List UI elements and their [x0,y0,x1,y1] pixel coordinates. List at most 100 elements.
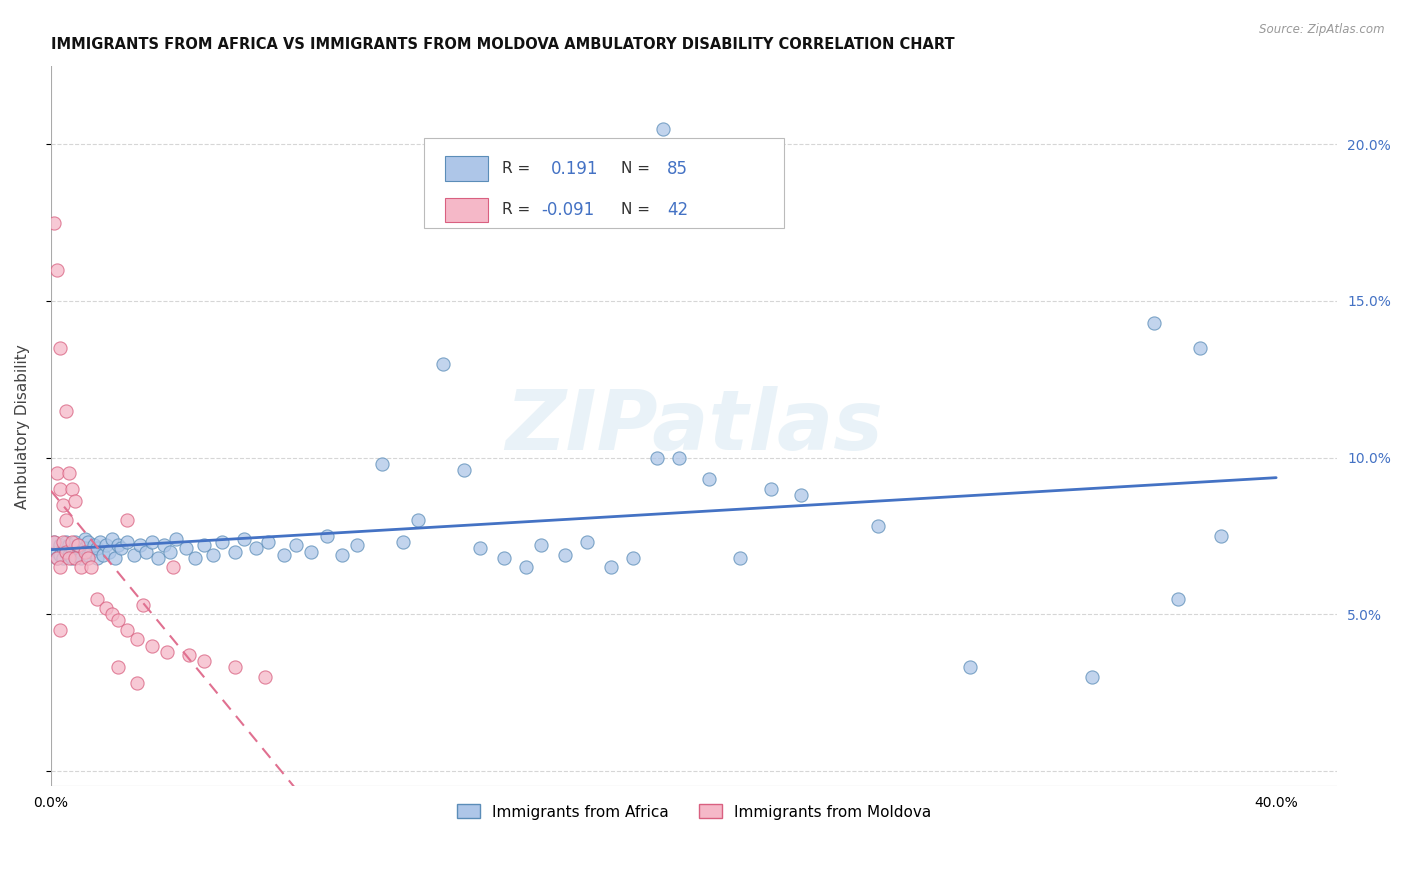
Point [1209,529,1232,543]
Point [49,623,72,637]
Point [468,541,491,556]
Point [86,550,108,565]
Point [162,560,184,574]
Point [515,560,537,574]
Point [132,598,155,612]
Point [1142,316,1164,330]
Point [65,548,87,562]
Point [299,544,322,558]
Y-axis label: Ambulatory Disability: Ambulatory Disability [15,343,30,508]
Point [107,538,129,552]
Point [184,550,207,565]
Point [110,541,132,556]
Point [58,550,80,565]
Text: -0.091: -0.091 [541,201,595,219]
Point [89,535,111,549]
Point [52,541,75,556]
Point [530,538,553,552]
Point [211,535,233,549]
FancyBboxPatch shape [425,138,785,228]
Point [202,548,225,562]
Point [1167,591,1189,606]
Point [254,670,277,684]
Point [49,482,72,496]
Legend: Immigrants from Africa, Immigrants from Moldova: Immigrants from Africa, Immigrants from … [450,798,938,826]
Point [153,538,176,552]
Point [49,560,72,574]
Point [94,538,117,552]
Point [52,550,75,565]
Point [70,544,93,558]
Point [330,548,353,562]
Point [107,660,129,674]
Text: N =: N = [621,202,650,218]
Point [91,548,114,562]
Point [790,488,813,502]
Point [73,544,96,558]
Point [55,535,77,549]
Point [58,538,80,552]
Point [49,548,72,562]
Point [652,121,675,136]
Text: R =: R = [502,161,530,176]
Point [668,450,690,465]
Point [76,550,98,565]
Point [122,548,145,562]
Point [600,560,623,574]
Point [125,676,148,690]
Point [117,513,139,527]
Point [224,660,246,674]
Point [46,467,69,481]
Point [76,548,98,562]
Point [146,550,169,565]
Point [224,544,246,558]
Point [60,535,83,549]
Point [107,614,129,628]
Point [432,357,454,371]
Point [494,550,516,565]
Point [1081,670,1104,684]
Point [621,550,644,565]
Point [73,532,96,546]
Point [52,498,75,512]
Point [60,550,83,565]
Point [101,532,124,546]
Text: ZIPatlas: ZIPatlas [505,385,883,467]
Point [141,639,163,653]
Point [759,482,782,496]
Point [284,538,307,552]
Point [245,541,267,556]
Point [60,482,83,496]
Point [67,538,90,552]
Point [58,548,80,562]
Point [177,648,200,662]
Point [55,403,77,417]
Point [46,262,69,277]
Point [49,341,72,355]
Point [141,535,163,549]
Point [73,541,96,556]
Point [159,544,181,558]
Text: 42: 42 [666,201,688,219]
Point [55,544,77,558]
Point [46,544,69,558]
Point [42,535,65,549]
Text: 85: 85 [666,160,688,178]
Text: R =: R = [502,202,530,218]
Point [49,538,72,552]
Point [128,538,150,552]
Point [117,623,139,637]
Point [65,535,87,549]
Point [86,541,108,556]
Point [76,535,98,549]
Text: IMMIGRANTS FROM AFRICA VS IMMIGRANTS FROM MOLDOVA AMBULATORY DISABILITY CORRELAT: IMMIGRANTS FROM AFRICA VS IMMIGRANTS FRO… [51,37,955,53]
Point [60,541,83,556]
Point [67,538,90,552]
Point [346,538,368,552]
Point [647,450,669,465]
Text: N =: N = [621,161,650,176]
Point [98,544,121,558]
Point [193,538,215,552]
Point [55,513,77,527]
Point [42,216,65,230]
